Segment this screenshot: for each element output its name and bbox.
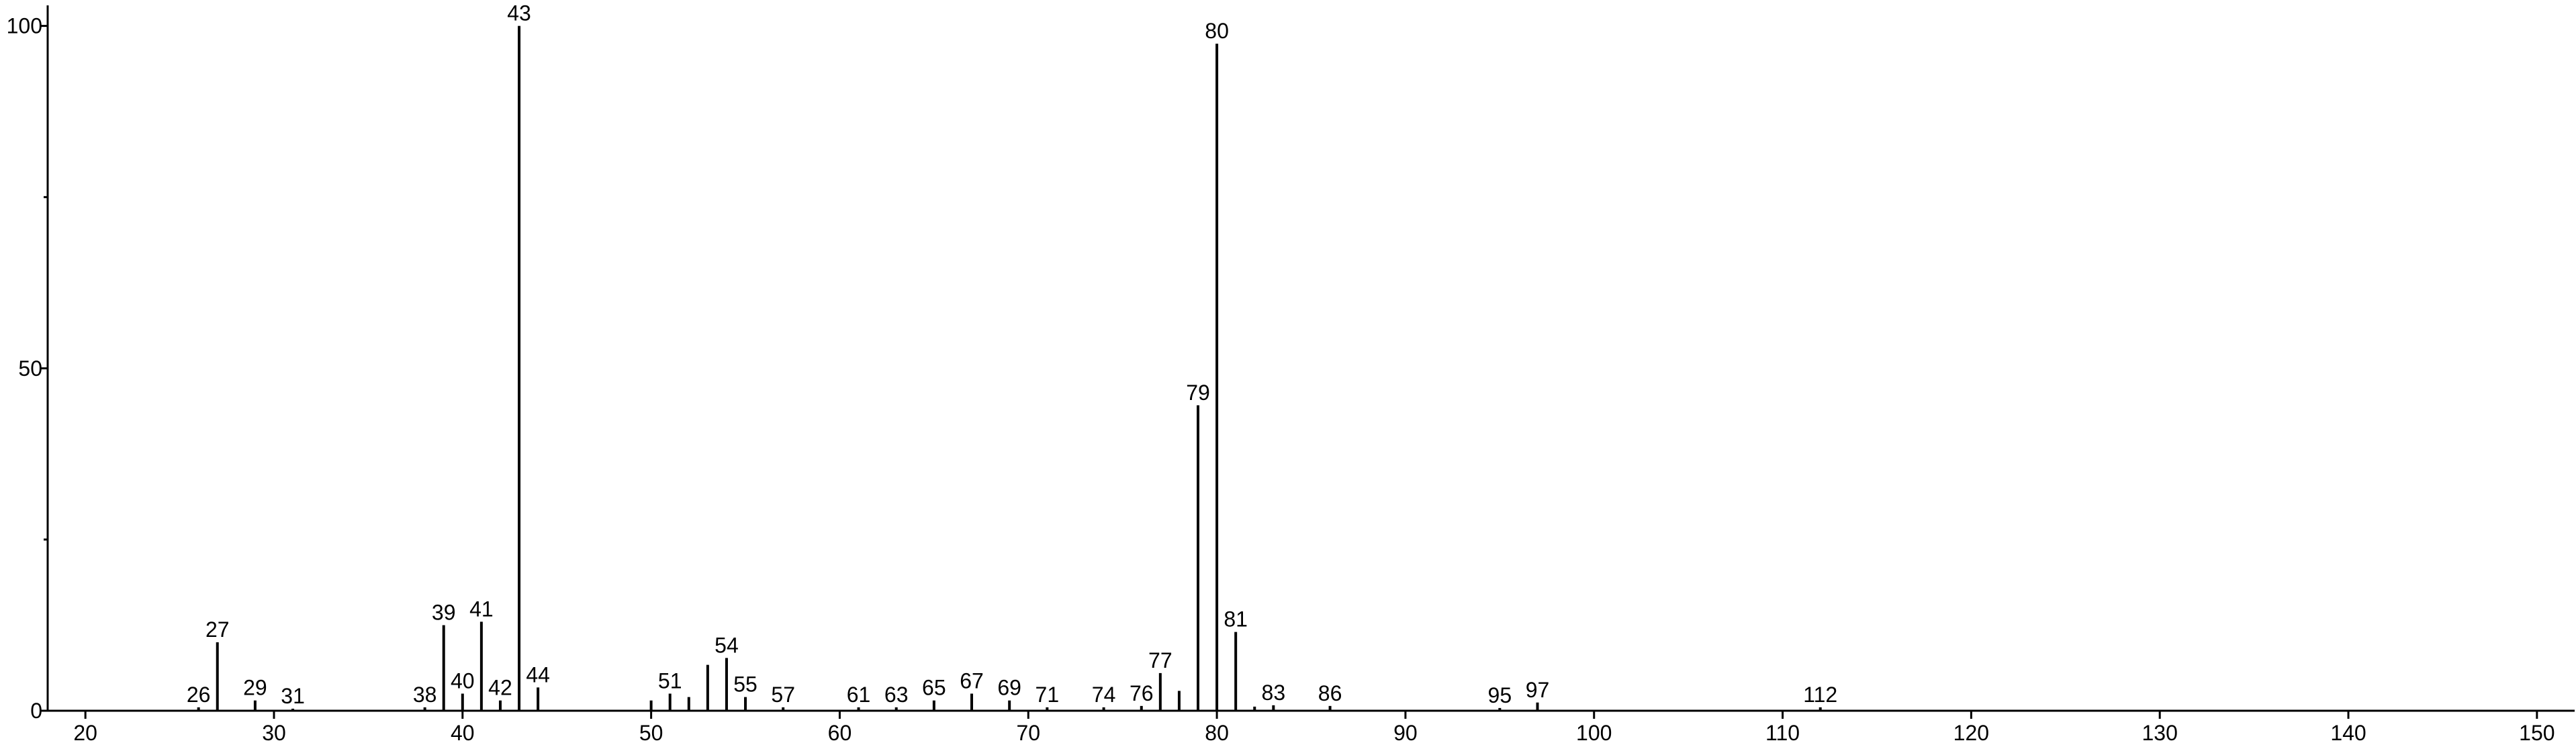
peak-label: 77 (1148, 648, 1172, 672)
peak-label: 39 (432, 600, 456, 624)
peak-label: 95 (1488, 683, 1512, 707)
peak-label: 76 (1130, 681, 1154, 705)
peak-label: 61 (847, 683, 871, 707)
peak-label: 43 (507, 1, 531, 26)
x-tick-label: 30 (262, 721, 286, 745)
peak-label: 51 (658, 668, 682, 693)
peak-label: 38 (413, 683, 437, 707)
peak-label: 83 (1262, 681, 1286, 705)
x-tick-label: 70 (1016, 721, 1040, 745)
peak-label: 74 (1092, 683, 1116, 707)
peak-label: 81 (1224, 607, 1248, 632)
x-tick-label: 20 (73, 721, 97, 745)
peak-label: 86 (1318, 681, 1342, 705)
peak-label: 41 (469, 597, 494, 621)
peak-label: 27 (205, 617, 230, 642)
peak-label: 67 (960, 668, 984, 693)
peak-label: 112 (1803, 683, 1837, 707)
peak-label: 29 (243, 676, 267, 700)
x-tick-label: 60 (828, 721, 852, 745)
x-tick-label: 40 (451, 721, 475, 745)
x-tick-label: 90 (1393, 721, 1418, 745)
peak-label: 65 (922, 676, 946, 700)
peak-label: 80 (1205, 19, 1229, 43)
peak-label: 97 (1526, 678, 1550, 702)
peak-label: 55 (733, 672, 757, 697)
x-tick-label: 50 (639, 721, 663, 745)
peak-label: 57 (771, 683, 795, 707)
peak-label: 79 (1186, 381, 1210, 405)
peak-label: 26 (187, 683, 211, 707)
y-tick-label: 50 (18, 356, 42, 381)
x-tick-label: 80 (1205, 721, 1229, 745)
x-tick-label: 130 (2142, 721, 2177, 745)
x-tick-label: 150 (2519, 721, 2555, 745)
x-tick-label: 110 (1765, 721, 1800, 745)
peak-label: 31 (281, 684, 305, 708)
peak-label: 71 (1036, 683, 1060, 707)
x-tick-label: 140 (2330, 721, 2366, 745)
peak-label: 44 (526, 662, 550, 687)
peak-label: 40 (451, 668, 475, 693)
y-tick-label: 0 (30, 699, 42, 723)
y-tick-label: 100 (7, 14, 42, 38)
x-tick-label: 100 (1576, 721, 1612, 745)
x-tick-label: 120 (1953, 721, 1989, 745)
peak-label: 42 (488, 676, 512, 700)
peak-label: 69 (997, 676, 1021, 700)
peak-label: 63 (884, 683, 909, 707)
peak-label: 54 (715, 633, 739, 657)
